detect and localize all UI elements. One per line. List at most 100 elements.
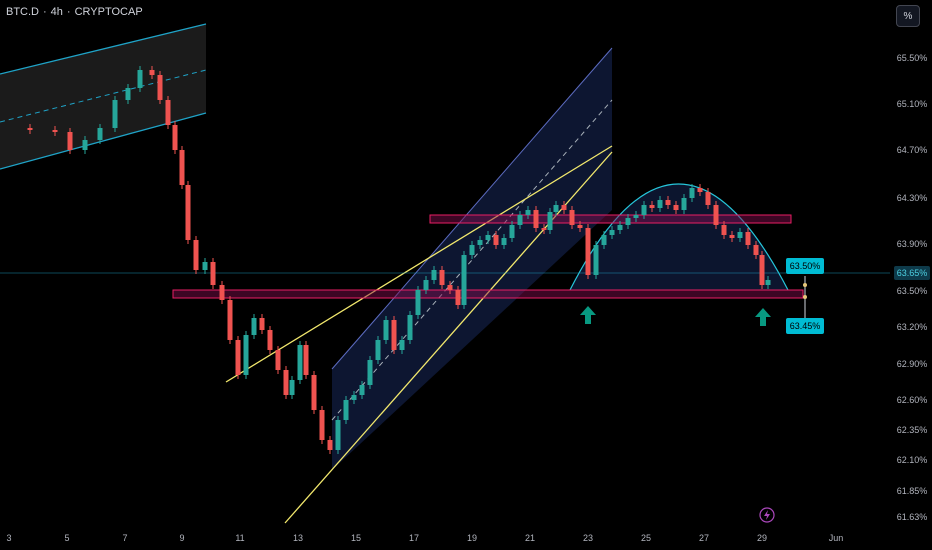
candle-body bbox=[625, 218, 631, 225]
candle-body bbox=[753, 245, 759, 255]
price-tick-label: 64.70% bbox=[897, 145, 928, 155]
candle-body bbox=[759, 255, 765, 285]
time-tick-label: 27 bbox=[699, 533, 709, 543]
candle-body bbox=[673, 205, 679, 210]
chart-header: BTC.D · 4h · CRYPTOCAP bbox=[6, 6, 143, 18]
candle-body bbox=[125, 88, 131, 100]
candle-body bbox=[319, 410, 325, 440]
upper-price-marker: 63.50% bbox=[786, 258, 824, 274]
rounding-arc bbox=[569, 183, 789, 291]
candle-body bbox=[477, 240, 483, 245]
candle-body bbox=[327, 440, 333, 450]
candle-body bbox=[399, 340, 405, 350]
time-tick-label: 21 bbox=[525, 533, 535, 543]
candle-body bbox=[501, 238, 507, 245]
time-tick-label: 15 bbox=[351, 533, 361, 543]
candle-body bbox=[415, 290, 421, 315]
lower-price-marker: 63.45% bbox=[786, 318, 824, 334]
price-tick-label: 62.60% bbox=[897, 395, 928, 405]
price-tick-label: 62.35% bbox=[897, 425, 928, 435]
interval-label[interactable]: 4h bbox=[50, 6, 63, 18]
upper-left-channel bbox=[0, 23, 207, 170]
time-axis[interactable]: 3 5 7 9 11 13 15 17 19 21 23 25 27 29 Jun bbox=[6, 533, 843, 543]
candle-body bbox=[649, 205, 655, 208]
candle-body bbox=[27, 128, 33, 130]
time-tick-label: 9 bbox=[179, 533, 184, 543]
candle-body bbox=[407, 315, 413, 340]
price-tick-label: 63.50% bbox=[897, 286, 928, 296]
time-tick-label: 3 bbox=[6, 533, 11, 543]
time-tick-label: 11 bbox=[235, 533, 244, 543]
candle-body bbox=[289, 380, 295, 395]
candle-body bbox=[335, 420, 341, 450]
candle-body bbox=[585, 228, 591, 275]
candle-body bbox=[641, 205, 647, 215]
candle-body bbox=[713, 205, 719, 225]
candle-body bbox=[351, 395, 357, 400]
price-axis[interactable]: 65.50% 65.10% 64.70% 64.30% 63.90% 63.50% 63.2… bbox=[897, 53, 928, 522]
candle-body bbox=[593, 245, 599, 275]
candle-body bbox=[485, 235, 491, 240]
candle-body bbox=[172, 125, 178, 150]
candle-body bbox=[267, 330, 273, 350]
symbol-label[interactable]: BTC.D bbox=[6, 6, 39, 18]
measure-point bbox=[803, 283, 807, 287]
candle-body bbox=[423, 280, 429, 290]
time-tick-label: 23 bbox=[583, 533, 593, 543]
candle-body bbox=[97, 128, 103, 140]
candle-body bbox=[391, 320, 397, 350]
measure-point bbox=[803, 295, 807, 299]
candle-body bbox=[179, 150, 185, 185]
candle-body bbox=[283, 370, 289, 395]
candle-body bbox=[367, 360, 373, 385]
percent-scale-button[interactable]: % bbox=[896, 5, 920, 27]
candle-body bbox=[235, 340, 241, 375]
lightning-icon[interactable] bbox=[759, 507, 775, 523]
time-tick-label: 29 bbox=[757, 533, 767, 543]
candle-body bbox=[193, 240, 199, 270]
candle-body bbox=[461, 255, 467, 305]
candle-body bbox=[517, 215, 523, 225]
candle-body bbox=[469, 245, 475, 255]
candle-body bbox=[525, 210, 531, 215]
candle-body bbox=[259, 318, 265, 330]
candle-body bbox=[383, 320, 389, 340]
exchange-label: CRYPTOCAP bbox=[74, 6, 143, 18]
price-tick-label: 62.90% bbox=[897, 359, 928, 369]
candle-body bbox=[149, 70, 155, 75]
candle-body bbox=[765, 280, 771, 285]
candle-body bbox=[553, 205, 559, 212]
candle-body bbox=[52, 130, 58, 132]
candle-body bbox=[721, 225, 727, 235]
price-tick-label: 61.63% bbox=[897, 512, 928, 522]
candle-body bbox=[601, 235, 607, 245]
candle-body bbox=[455, 290, 461, 305]
candle-body bbox=[137, 70, 143, 88]
candle-body bbox=[745, 232, 751, 245]
candle-body bbox=[561, 205, 567, 210]
candle-body bbox=[533, 210, 539, 228]
candle-body bbox=[697, 188, 703, 192]
candle-body bbox=[303, 345, 309, 375]
candle-body bbox=[681, 198, 687, 210]
candle-body bbox=[210, 262, 216, 285]
candle-body bbox=[705, 192, 711, 205]
candle-body bbox=[185, 185, 191, 240]
candle-body bbox=[359, 385, 365, 395]
time-tick-label: 13 bbox=[293, 533, 303, 543]
candle-body bbox=[569, 210, 575, 225]
price-tick-label: 63.20% bbox=[897, 322, 928, 332]
price-tick-label: 62.10% bbox=[897, 455, 928, 465]
candle-body bbox=[227, 300, 233, 340]
support-zone bbox=[172, 289, 804, 299]
candle-body bbox=[547, 212, 553, 230]
svg-text:63.45%: 63.45% bbox=[790, 321, 821, 331]
candle-body bbox=[447, 285, 453, 290]
up-arrow-icon bbox=[580, 306, 596, 324]
candle-body bbox=[202, 262, 208, 270]
price-tick-label: 63.90% bbox=[897, 239, 928, 249]
candle-body bbox=[67, 132, 73, 150]
candle-body bbox=[82, 140, 88, 150]
candle-body bbox=[343, 400, 349, 420]
